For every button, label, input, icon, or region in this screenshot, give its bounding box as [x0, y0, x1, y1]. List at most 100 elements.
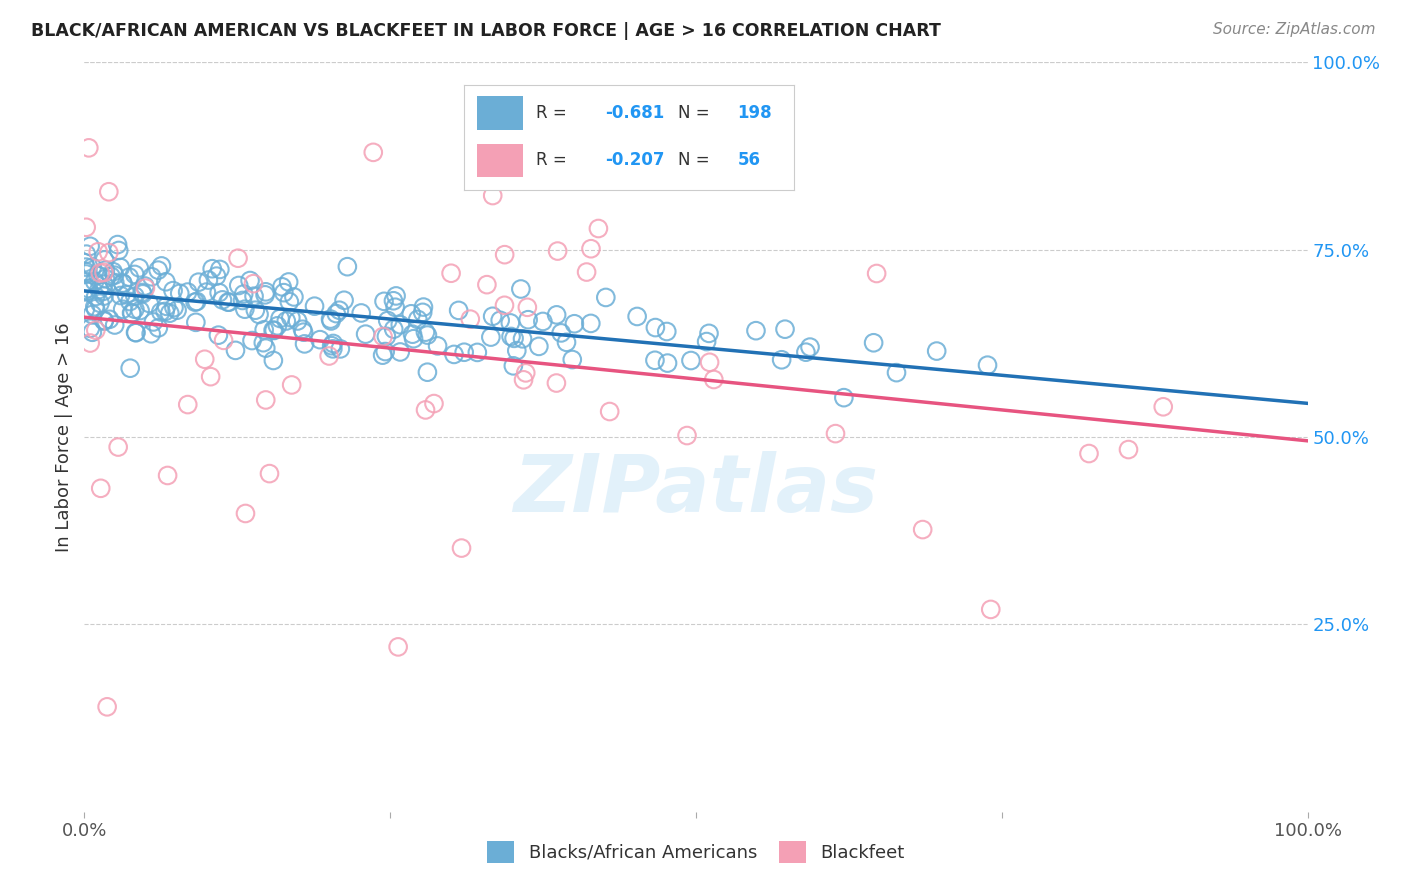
- Point: [980, 602, 1002, 616]
- Point: [84, 289, 107, 303]
- Point: [291, 322, 314, 336]
- Point: [93, 289, 115, 303]
- Point: [550, 326, 572, 340]
- Point: [447, 303, 470, 318]
- Point: [84, 301, 107, 316]
- Point: [304, 299, 326, 313]
- Point: [243, 289, 266, 303]
- Point: [93, 265, 115, 279]
- Point: [925, 344, 948, 359]
- Point: [79, 321, 101, 335]
- Point: [644, 320, 666, 334]
- Point: [423, 396, 446, 410]
- Point: [235, 507, 257, 521]
- Point: [93, 313, 115, 327]
- Point: [148, 321, 170, 335]
- Point: [205, 269, 228, 284]
- Point: [443, 347, 465, 361]
- Y-axis label: In Labor Force | Age > 16: In Labor Force | Age > 16: [55, 322, 73, 552]
- Point: [124, 302, 146, 317]
- Point: [401, 307, 423, 321]
- Text: ZIPatlas: ZIPatlas: [513, 450, 879, 529]
- Point: [374, 344, 396, 359]
- Point: [385, 289, 408, 303]
- Point: [371, 329, 394, 343]
- Point: [169, 286, 191, 301]
- Point: [84, 323, 107, 337]
- Point: [1152, 400, 1174, 414]
- Point: [262, 323, 284, 337]
- Point: [512, 332, 534, 346]
- Point: [131, 285, 153, 300]
- Point: [75, 267, 97, 281]
- Point: [207, 328, 229, 343]
- Point: [770, 352, 793, 367]
- Point: [146, 263, 169, 277]
- Point: [184, 315, 207, 329]
- Point: [104, 276, 127, 290]
- Point: [240, 334, 263, 348]
- Point: [247, 307, 270, 321]
- Point: [824, 426, 846, 441]
- Point: [976, 358, 998, 372]
- Point: [111, 276, 134, 290]
- Point: [96, 699, 118, 714]
- Point: [218, 295, 240, 310]
- Point: [115, 287, 138, 301]
- Point: [626, 310, 648, 324]
- Point: [564, 317, 586, 331]
- Point: [329, 342, 352, 356]
- Point: [212, 334, 235, 348]
- Point: [166, 303, 188, 318]
- Point: [387, 640, 409, 654]
- Point: [93, 284, 115, 298]
- Point: [328, 303, 350, 318]
- Point: [100, 269, 122, 284]
- Point: [226, 251, 249, 265]
- Point: [93, 252, 115, 267]
- Point: [107, 244, 129, 258]
- Point: [588, 221, 610, 235]
- Point: [375, 329, 398, 343]
- Point: [163, 301, 186, 315]
- Point: [426, 339, 449, 353]
- Point: [499, 329, 522, 343]
- Point: [277, 275, 299, 289]
- Point: [159, 306, 181, 320]
- Point: [599, 404, 621, 418]
- Point: [309, 333, 332, 347]
- Point: [546, 376, 568, 390]
- Point: [794, 345, 817, 359]
- Point: [657, 356, 679, 370]
- Point: [696, 334, 718, 349]
- Point: [124, 326, 146, 340]
- Point: [502, 359, 524, 373]
- Point: [481, 188, 503, 202]
- Point: [579, 317, 602, 331]
- Point: [287, 314, 309, 328]
- Point: [354, 327, 377, 342]
- Text: Source: ZipAtlas.com: Source: ZipAtlas.com: [1212, 22, 1375, 37]
- Point: [259, 467, 281, 481]
- Point: [97, 245, 120, 260]
- Point: [82, 308, 104, 322]
- Point: [458, 312, 481, 326]
- Point: [162, 284, 184, 298]
- Point: [489, 313, 512, 327]
- Point: [799, 340, 821, 354]
- Point: [242, 277, 264, 291]
- Point: [254, 285, 277, 299]
- Point: [94, 271, 117, 285]
- Point: [415, 325, 437, 339]
- Point: [384, 300, 406, 314]
- Point: [547, 244, 569, 258]
- Point: [516, 301, 538, 315]
- Point: [224, 343, 246, 358]
- Point: [75, 220, 97, 235]
- Point: [89, 296, 111, 310]
- Point: [561, 352, 583, 367]
- Point: [232, 287, 254, 301]
- Point: [87, 268, 110, 283]
- Point: [155, 275, 177, 289]
- Point: [253, 323, 276, 337]
